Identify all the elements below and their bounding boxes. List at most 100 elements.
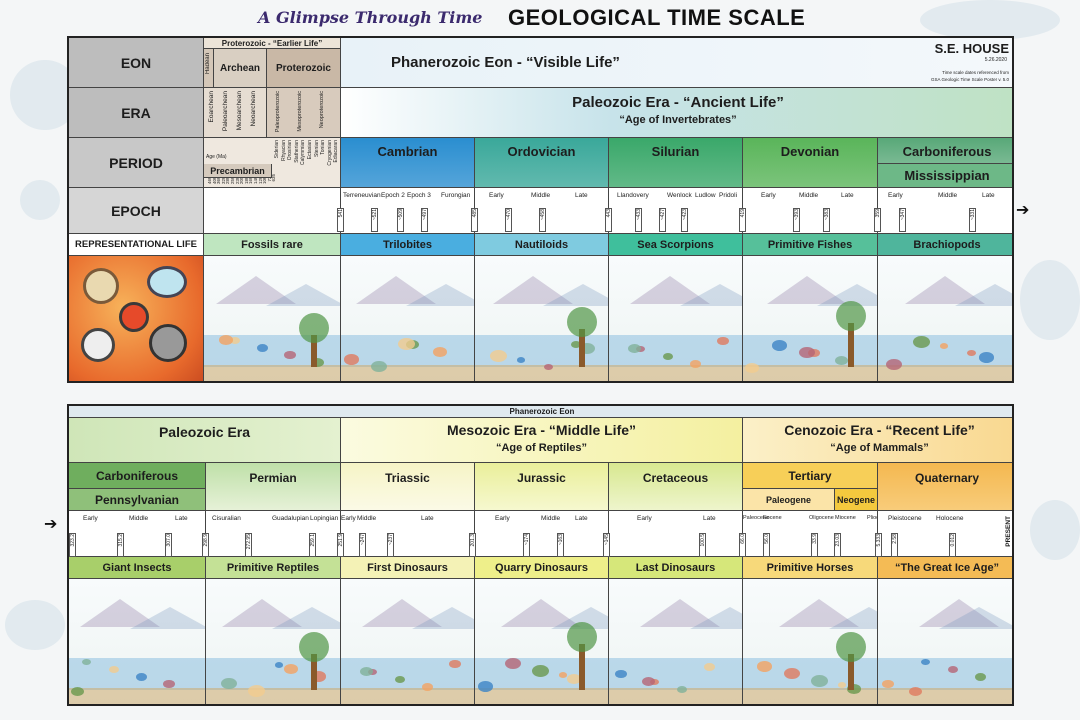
life-band-top: Primitive Fishes xyxy=(743,234,878,256)
age-tick: ~347 xyxy=(899,208,906,232)
creature-shape xyxy=(449,660,461,669)
age-tick-label: ~237 xyxy=(388,534,394,546)
creature-shape xyxy=(799,347,815,359)
mountain-shape xyxy=(266,284,340,306)
bottom-panel: Phanerozoic Eon Paleozoic Era Mesozoic E… xyxy=(67,404,1014,706)
precambrian-period-label: Ectasian xyxy=(307,140,313,160)
mountain-shape xyxy=(543,284,608,306)
creature-shape xyxy=(109,666,119,673)
epoch-label: Middle xyxy=(799,192,819,199)
age-tick-label: 33.9 xyxy=(812,534,818,544)
creature-shape xyxy=(909,687,922,697)
tree-shape xyxy=(567,307,597,367)
proterozoic-cell: Proterozoic xyxy=(267,49,341,88)
tree-shape xyxy=(299,313,329,367)
bottom-scene-art xyxy=(206,579,341,704)
author-name: S.E. HOUSE xyxy=(934,41,1009,56)
carboniferous-period-bottom: Carboniferous xyxy=(69,463,206,489)
jurassic-period: Jurassic xyxy=(475,463,609,511)
top-scene-art xyxy=(341,256,475,381)
pennsylvanian-text: Pennsylvanian xyxy=(94,493,180,507)
age-tick: 201.3 xyxy=(469,533,476,557)
cenozoic-era-text: Cenozoic Era - “Recent Life” xyxy=(784,422,975,438)
precambrian-label: Precambrian xyxy=(204,164,272,178)
age-tick: ~433 xyxy=(635,208,642,232)
triassic-text: Triassic xyxy=(385,471,430,485)
life-label: REPRESENTATIONAL LIFE xyxy=(75,239,197,250)
bottom-epoch-cell-pennsylvanian: Early Middle Late xyxy=(69,511,206,557)
bottom-scene-art xyxy=(69,579,206,704)
epoch-label: Late xyxy=(575,515,588,522)
epoch-label: Middle xyxy=(938,192,958,199)
age-tick-label: ~423 xyxy=(682,209,688,221)
creature-shape xyxy=(433,347,447,357)
mountain-shape xyxy=(905,276,985,304)
life-band-label: Brachiopods xyxy=(913,238,981,251)
epoch-label: Pridoli xyxy=(719,192,738,199)
ground-area xyxy=(609,365,742,381)
creature-shape xyxy=(921,659,930,666)
epoch-label: Terreneuvian xyxy=(343,192,381,199)
age-tick: 272.95 xyxy=(245,533,252,557)
precambrian-period-label: Ediacaran xyxy=(333,140,340,163)
creature-shape xyxy=(82,659,91,666)
age-tick-label: ~433 xyxy=(636,209,642,221)
mountain-shape xyxy=(406,284,474,306)
period-carboniferous: Carboniferous xyxy=(878,138,1012,164)
age-tick-label: 419 xyxy=(740,209,746,218)
age-tick: 5.333 xyxy=(875,533,882,557)
epoch-label: Late xyxy=(421,515,434,522)
period-name: Ordovician xyxy=(507,144,576,159)
age-tick-label: 259.1 xyxy=(310,534,316,547)
life-band-label: Giant Insects xyxy=(102,561,172,574)
permian-period: Permian xyxy=(206,463,341,511)
representational-life-art xyxy=(69,256,204,381)
water-area xyxy=(609,658,742,690)
paleozoic-era-cell: Paleozoic Era - “Ancient Life” “Age of I… xyxy=(341,88,1012,138)
ground-area xyxy=(206,688,340,704)
creature-shape xyxy=(745,363,759,373)
neogene-text: Neogene xyxy=(836,495,875,505)
life-band-bottom: Primitive Horses xyxy=(743,557,878,579)
epoch-label: Oligocene xyxy=(809,515,834,521)
age-tick: ~237 xyxy=(387,533,394,557)
age-tick-label: ~470 xyxy=(506,209,512,221)
creature-shape xyxy=(398,338,415,350)
bottom-epoch-cell-cretaceous: Early Late xyxy=(609,511,743,557)
creature-shape xyxy=(230,337,240,344)
quaternary-text: Quaternary xyxy=(914,471,980,485)
period-ordovician: Ordovician xyxy=(475,138,609,188)
epoch-cell-devonian: Early Middle Late xyxy=(743,188,878,234)
creature-shape xyxy=(284,351,296,360)
top-scene-art xyxy=(878,256,1012,381)
life-band-top: Nautiloids xyxy=(475,234,609,256)
creature-shape xyxy=(490,350,507,362)
life-band-top: Sea Scorpions xyxy=(609,234,743,256)
ground-area xyxy=(69,688,205,704)
paleozoic-era-sub: “Age of Invertebrates” xyxy=(619,114,737,126)
age-tick: ~145 xyxy=(603,533,610,557)
creature-shape xyxy=(615,670,627,679)
top-scene-art xyxy=(204,256,341,381)
mesozoic-era-sub: “Age of Reptiles” xyxy=(495,442,588,454)
bottom-epoch-cell-quaternary: Pleistocene Holocene xyxy=(878,511,1012,557)
paleozoic-era-text: Paleozoic Era - “Ancient Life” xyxy=(572,94,784,111)
era-label: ERA xyxy=(121,104,151,121)
age-tick-label: ~247 xyxy=(360,534,366,546)
row-header-life: REPRESENTATIONAL LIFE xyxy=(69,234,204,256)
creature-shape xyxy=(784,668,800,680)
ground-area xyxy=(341,365,474,381)
row-header-period: PERIOD xyxy=(69,138,204,188)
archean-text: Archean xyxy=(219,62,260,74)
age-tick: 307.0 xyxy=(165,533,172,557)
age-tick-label: ~174 xyxy=(524,534,530,546)
poster-subtitle: A Glimpse Through Time xyxy=(258,8,483,27)
creature-shape xyxy=(284,664,298,674)
proterozoic-era-label: Neoproterozoic xyxy=(319,91,325,129)
epoch-label: Late xyxy=(982,192,995,199)
epoch-label: Middle xyxy=(357,515,377,522)
epoch-label: Guadalupian xyxy=(272,515,309,522)
period-label: PERIOD xyxy=(109,154,163,171)
creature-shape xyxy=(275,662,283,668)
age-tick: 298.9 xyxy=(202,533,209,557)
